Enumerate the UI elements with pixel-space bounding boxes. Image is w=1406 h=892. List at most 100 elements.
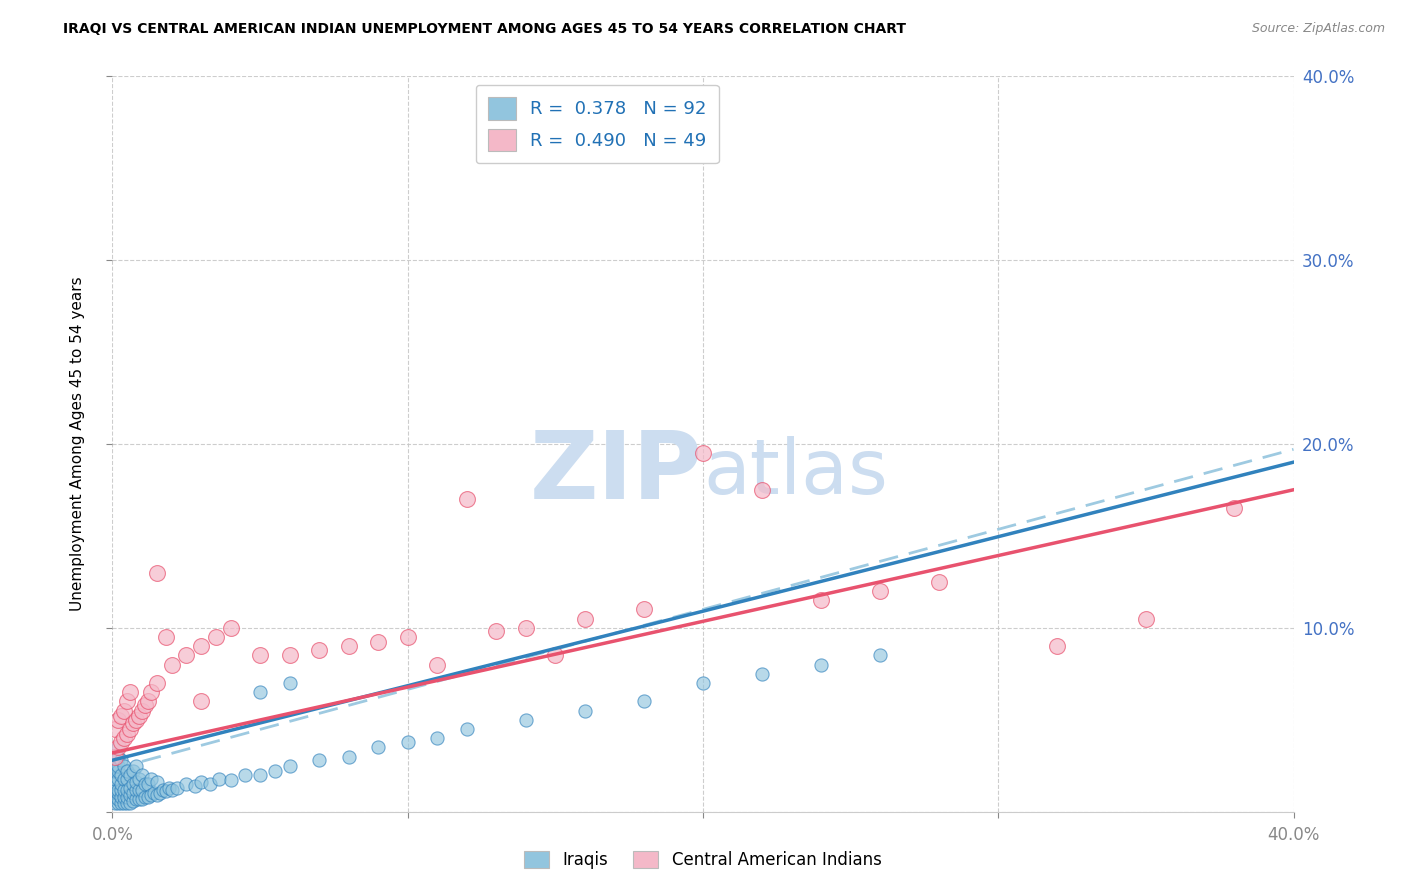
Point	[810, 657, 832, 672]
Point	[125, 758, 148, 772]
Point	[456, 722, 478, 736]
Point	[928, 574, 950, 589]
Point	[136, 777, 159, 791]
Point	[112, 796, 135, 810]
Point	[149, 786, 172, 800]
Point	[308, 642, 330, 657]
Point	[166, 780, 188, 795]
Point	[160, 782, 183, 797]
Point	[120, 722, 142, 736]
Point	[128, 709, 150, 723]
Point	[337, 639, 360, 653]
Point	[134, 777, 156, 791]
Point	[633, 602, 655, 616]
Point	[120, 685, 142, 699]
Point	[120, 796, 142, 810]
Point	[337, 749, 360, 764]
Point	[117, 796, 138, 810]
Point	[107, 792, 129, 806]
Point	[184, 779, 207, 793]
Point	[574, 704, 596, 718]
Point	[112, 772, 135, 786]
Point	[249, 685, 271, 699]
Point	[574, 611, 596, 625]
Point	[249, 648, 271, 663]
Point	[120, 768, 142, 782]
Point	[107, 758, 129, 772]
Point	[125, 782, 148, 797]
Point	[120, 780, 142, 795]
Point	[134, 790, 156, 805]
Point	[308, 753, 330, 767]
Point	[174, 777, 197, 791]
Y-axis label: Unemployment Among Ages 45 to 54 years: Unemployment Among Ages 45 to 54 years	[70, 277, 84, 611]
Point	[117, 790, 138, 805]
Point	[146, 775, 169, 789]
Legend: R =  0.378   N = 92, R =  0.490   N = 49: R = 0.378 N = 92, R = 0.490 N = 49	[475, 85, 718, 163]
Point	[128, 772, 150, 786]
Point	[122, 794, 145, 808]
Point	[426, 657, 449, 672]
Point	[110, 753, 132, 767]
Point	[146, 788, 169, 802]
Point	[544, 648, 567, 663]
Point	[117, 772, 138, 786]
Point	[125, 792, 148, 806]
Point	[515, 621, 537, 635]
Point	[233, 768, 256, 782]
Point	[190, 694, 212, 708]
Point	[107, 772, 129, 786]
Point	[134, 698, 156, 712]
Point	[112, 782, 135, 797]
Point	[112, 731, 135, 746]
Point	[190, 639, 212, 653]
Point	[125, 713, 148, 727]
Point	[104, 749, 127, 764]
Point	[104, 782, 127, 797]
Point	[155, 784, 177, 798]
Point	[117, 764, 138, 779]
Point	[107, 782, 129, 797]
Point	[136, 694, 159, 708]
Point	[112, 704, 135, 718]
Point	[751, 666, 773, 681]
Point	[190, 775, 212, 789]
Point	[107, 764, 129, 779]
Point	[125, 775, 148, 789]
Point	[146, 676, 169, 690]
Point	[104, 786, 127, 800]
Point	[1135, 611, 1157, 625]
Point	[278, 648, 301, 663]
Point	[110, 735, 132, 749]
Point	[110, 790, 132, 805]
Point	[104, 722, 127, 736]
Point	[155, 630, 177, 644]
Point	[139, 788, 162, 802]
Point	[117, 694, 138, 708]
Text: ZIP: ZIP	[530, 427, 703, 519]
Point	[120, 788, 142, 802]
Point	[136, 790, 159, 805]
Point	[107, 796, 129, 810]
Point	[198, 777, 221, 791]
Point	[751, 483, 773, 497]
Point	[692, 676, 714, 690]
Point	[104, 764, 127, 779]
Point	[104, 777, 127, 791]
Point	[122, 716, 145, 731]
Point	[107, 749, 129, 764]
Point	[515, 713, 537, 727]
Point	[426, 731, 449, 746]
Point	[117, 727, 138, 741]
Point	[208, 772, 231, 786]
Point	[396, 630, 419, 644]
Point	[104, 772, 127, 786]
Point	[128, 792, 150, 806]
Point	[633, 694, 655, 708]
Point	[110, 709, 132, 723]
Point	[174, 648, 197, 663]
Point	[122, 777, 145, 791]
Point	[810, 593, 832, 607]
Point	[160, 657, 183, 672]
Point	[139, 685, 162, 699]
